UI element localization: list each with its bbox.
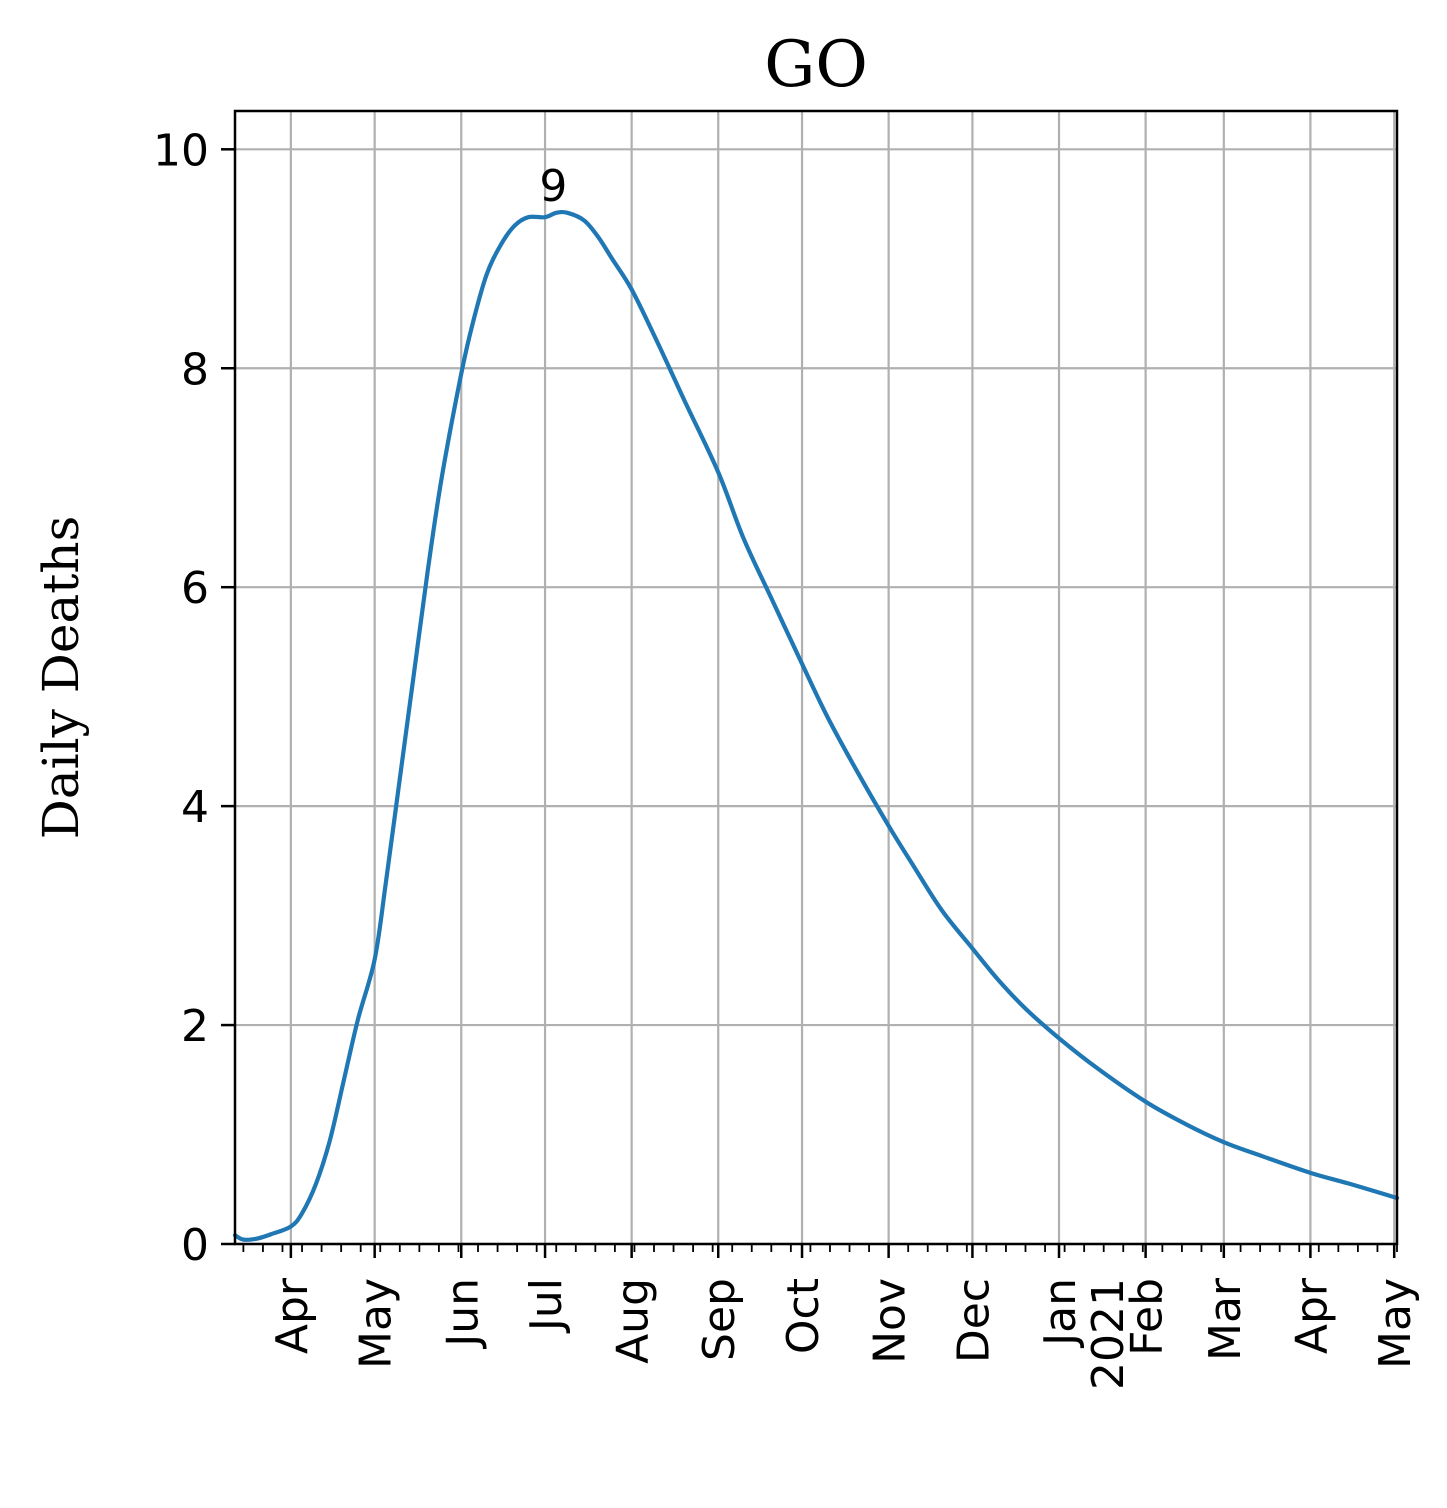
x-tick-label-line: Apr [267, 1277, 318, 1354]
x-tick-label: May [351, 1278, 402, 1369]
x-tick-label-line: Feb [1122, 1278, 1173, 1356]
plot-frame [233, 109, 1399, 1246]
x-tick-label: Apr [1286, 1277, 1337, 1354]
daily-deaths-line [232, 209, 1400, 1242]
y-tick-label: 2 [181, 1001, 209, 1052]
x-tick-label: Apr [267, 1277, 318, 1354]
x-tick-label: Mar [1200, 1277, 1251, 1361]
x-tick-label: Jan2021 [1035, 1278, 1134, 1390]
x-tick-label: Sep [694, 1278, 745, 1361]
y-tick-label: 10 [153, 125, 209, 176]
x-tick-label-line: May [1370, 1278, 1421, 1369]
x-tick-label-line: Nov [865, 1278, 916, 1364]
x-tick-label: Oct [778, 1278, 829, 1354]
x-tick-label-line: Aug [608, 1278, 659, 1364]
x-tick-label: May [1370, 1278, 1421, 1369]
x-tick-label-line: Mar [1200, 1277, 1251, 1361]
chart-title: GO [764, 28, 868, 102]
y-tick-label: 0 [181, 1220, 209, 1271]
y-tick-label: 4 [181, 782, 209, 833]
x-tick-label-line: May [351, 1278, 402, 1369]
x-tick-label-line: Sep [694, 1278, 745, 1361]
x-tick-label-line: Apr [1286, 1277, 1337, 1354]
ticks-layer [221, 148, 1398, 1258]
y-tick-label: 6 [181, 563, 209, 614]
y-axis-label: Daily Deaths [32, 516, 90, 839]
labels-layer: 0 2 4 6 8 10 Apr May Jun Jul Aug Sep Oct Nov Dec Jan202… [153, 125, 1421, 1390]
x-tick-label-line: Dec [948, 1278, 999, 1363]
x-tick-label: Jul [521, 1278, 572, 1334]
x-tick-label-line: Jul [521, 1278, 572, 1334]
peak-annotation: 9 [539, 161, 567, 212]
x-tick-label-line: Jun [437, 1278, 488, 1350]
x-tick-label: Jun [437, 1278, 488, 1350]
grid-layer [235, 111, 1397, 1246]
x-tick-label: Feb [1122, 1278, 1173, 1356]
x-tick-label-line: Oct [778, 1278, 829, 1354]
y-tick-label: 8 [181, 344, 209, 395]
x-tick-label: Dec [948, 1278, 999, 1363]
series-layer [232, 209, 1400, 1242]
x-tick-label: Nov [865, 1278, 916, 1364]
x-tick-label-line: 2021 [1083, 1278, 1134, 1390]
x-tick-label-line: Jan [1035, 1278, 1086, 1349]
x-tick-label: Aug [608, 1278, 659, 1364]
